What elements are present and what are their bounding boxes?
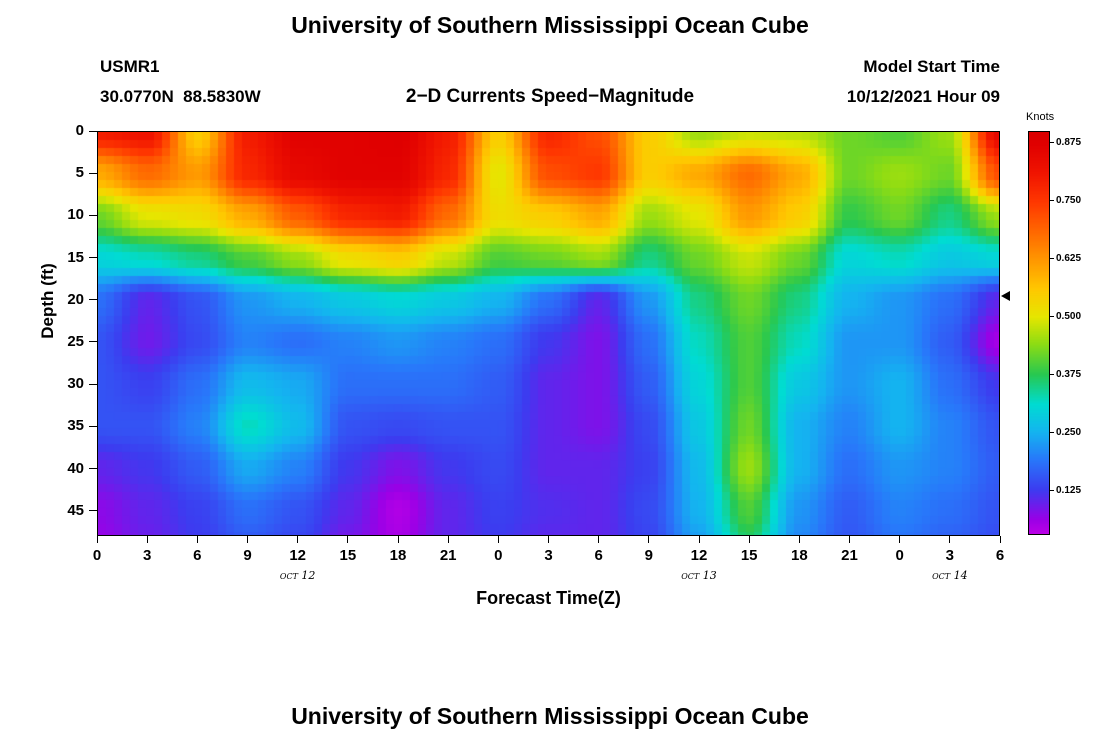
x-tick-mark — [347, 536, 349, 543]
x-tick-label: 9 — [644, 547, 653, 564]
y-tick-label: 10 — [67, 206, 84, 224]
right-edge-marker — [1001, 290, 1010, 301]
colorbar-tick-mark — [1050, 374, 1054, 376]
x-axis-date-label: oct 12 — [279, 569, 316, 582]
x-tick-label: 18 — [389, 547, 407, 564]
y-tick-mark — [89, 468, 97, 469]
x-tick-label: 6 — [995, 547, 1005, 564]
y-tick-mark — [89, 383, 97, 385]
station-id: USMR1 — [100, 57, 160, 76]
x-tick-label: 6 — [193, 547, 202, 564]
colorbar-tick-mark — [1050, 316, 1054, 318]
y-tick-mark — [89, 130, 97, 132]
colorbar-tick-mark — [1050, 432, 1054, 434]
y-tick-label: 20 — [67, 290, 84, 308]
x-tick-mark — [497, 536, 499, 543]
model-start-time-label: Model Start Time — [863, 57, 1000, 76]
station-coordinates: 30.0770N 88.5830W — [100, 87, 261, 106]
x-tick-label: 15 — [740, 547, 758, 564]
y-tick-label: 0 — [75, 122, 84, 139]
x-tick-label: 0 — [92, 547, 102, 564]
x-tick-mark — [849, 536, 850, 543]
x-tick-label: 21 — [439, 547, 457, 564]
x-tick-mark — [798, 536, 800, 543]
y-tick-mark — [89, 172, 97, 174]
x-tick-label: 6 — [594, 547, 603, 564]
y-tick-label: 45 — [67, 501, 84, 519]
colorbar-tick-mark — [1050, 490, 1054, 492]
colorbar-tick-label: 0.250 — [1056, 426, 1082, 438]
second-panel-title: University of Southern Mississippi Ocean… — [291, 703, 809, 729]
colorbar-tick-mark — [1050, 142, 1054, 144]
x-tick-label: 12 — [289, 547, 306, 564]
x-tick-mark — [899, 536, 901, 543]
x-tick-label: 9 — [243, 547, 252, 564]
x-axis-date-label: oct 13 — [681, 569, 717, 582]
colorbar — [1028, 131, 1050, 535]
y-tick-mark — [89, 299, 97, 301]
plot-title: 2−D Currents Speed−Magnitude — [405, 86, 695, 107]
x-tick-mark — [247, 536, 248, 543]
x-tick-mark — [447, 536, 449, 543]
x-tick-mark — [297, 536, 299, 543]
x-axis-label: Forecast Time(Z) — [476, 588, 621, 608]
y-tick-label: 30 — [67, 375, 84, 393]
x-tick-label: 3 — [945, 547, 954, 564]
x-tick-label: 3 — [544, 547, 553, 564]
x-tick-label: 15 — [339, 547, 357, 564]
y-tick-mark — [89, 257, 97, 259]
y-tick-label: 15 — [67, 248, 84, 266]
colorbar-tick-label: 0.625 — [1056, 252, 1082, 264]
y-tick-mark — [89, 510, 97, 512]
heatmap-plot — [97, 131, 1000, 536]
y-tick-label: 35 — [67, 417, 84, 435]
x-axis-date-label: oct 14 — [932, 569, 968, 582]
y-tick-mark — [89, 214, 97, 216]
heatmap-canvas — [98, 132, 999, 535]
colorbar-tick-mark — [1050, 258, 1054, 260]
x-tick-label: 3 — [142, 547, 152, 564]
colorbar-tick-mark — [1050, 200, 1054, 202]
y-tick-label: 5 — [75, 164, 84, 182]
page-title: University of Southern Mississippi Ocean… — [291, 12, 809, 38]
colorbar-canvas — [1029, 132, 1049, 534]
x-tick-label: 21 — [841, 547, 858, 564]
x-tick-mark — [397, 536, 399, 543]
x-tick-mark — [196, 536, 198, 543]
colorbar-title: Knots — [1026, 111, 1055, 123]
x-tick-mark — [598, 536, 600, 543]
colorbar-tick-label: 0.500 — [1056, 310, 1082, 322]
x-tick-label: 18 — [790, 547, 808, 564]
x-tick-mark — [698, 536, 700, 543]
x-tick-mark — [999, 536, 1001, 543]
x-tick-mark — [96, 536, 98, 543]
x-tick-label: 12 — [690, 547, 708, 564]
colorbar-tick-label: 0.875 — [1056, 136, 1082, 148]
x-tick-mark — [748, 536, 750, 543]
colorbar-tick-label: 0.125 — [1056, 484, 1082, 496]
y-tick-mark — [89, 425, 97, 427]
x-tick-label: 0 — [895, 547, 904, 564]
y-tick-mark — [89, 341, 97, 343]
y-tick-label: 40 — [67, 459, 84, 477]
x-tick-label: 0 — [494, 547, 503, 564]
x-tick-mark — [648, 536, 650, 543]
x-tick-mark — [146, 536, 148, 543]
x-tick-mark — [949, 536, 951, 543]
x-tick-mark — [548, 536, 549, 543]
colorbar-tick-label: 0.375 — [1056, 368, 1082, 380]
colorbar-tick-label: 0.750 — [1056, 194, 1082, 206]
y-tick-label: 25 — [67, 332, 84, 350]
model-start-time-value: 10/12/2021 Hour 09 — [846, 87, 1000, 106]
